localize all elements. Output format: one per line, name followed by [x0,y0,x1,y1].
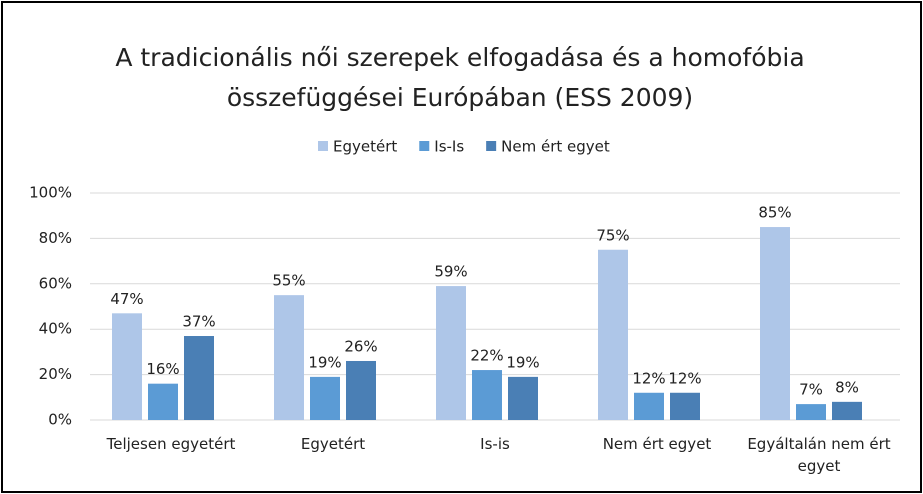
y-tick-label: 20% [39,365,72,383]
legend-label: Egyetért [333,138,397,156]
data-label: 12% [632,369,665,387]
data-label: 59% [434,263,467,281]
x-tick-label: Egyáltalán nem ért egyet [747,435,891,475]
bar [796,404,826,420]
bar [634,392,664,420]
bar [472,370,502,420]
bar [508,376,538,420]
legend-label: Nem ért egyet [501,138,610,156]
data-label: 7% [799,381,823,399]
data-label: 37% [182,313,215,331]
data-label: 8% [835,378,859,396]
bar [184,336,214,420]
data-label: 12% [668,369,701,387]
data-label: 47% [110,290,143,308]
data-label: 26% [344,337,377,355]
chart-title: A tradicionális női szerepek elfogadása … [115,43,805,112]
legend-swatch [419,141,430,151]
bar [436,286,466,420]
legend-swatch [318,141,328,151]
bar [148,383,178,420]
bar [670,392,700,420]
data-label: 55% [272,272,305,290]
legend-label: Is-Is [434,138,464,156]
x-tick-label: Egyetért [300,435,366,453]
bar [760,227,790,420]
y-tick-label: 60% [39,274,72,292]
y-tick-label: 80% [39,229,72,247]
x-tick-label: Nem ért egyet [602,435,712,453]
data-label: 85% [758,204,791,222]
bar [274,295,304,420]
bar [346,360,376,420]
data-label: 75% [596,226,629,244]
data-label: 16% [146,360,179,378]
y-tick-label: 0% [48,411,72,429]
bar [310,376,340,420]
y-tick-label: 40% [39,320,72,338]
bar [112,313,142,420]
y-tick-label: 100% [29,184,72,202]
bar [598,249,628,420]
data-label: 19% [506,353,539,371]
legend-swatch [486,141,497,151]
x-tick-label: Teljesen egyetért [106,435,236,453]
x-tick-label: Is-is [480,435,510,453]
data-label: 19% [308,353,341,371]
bar [832,401,862,420]
data-label: 22% [470,347,503,365]
